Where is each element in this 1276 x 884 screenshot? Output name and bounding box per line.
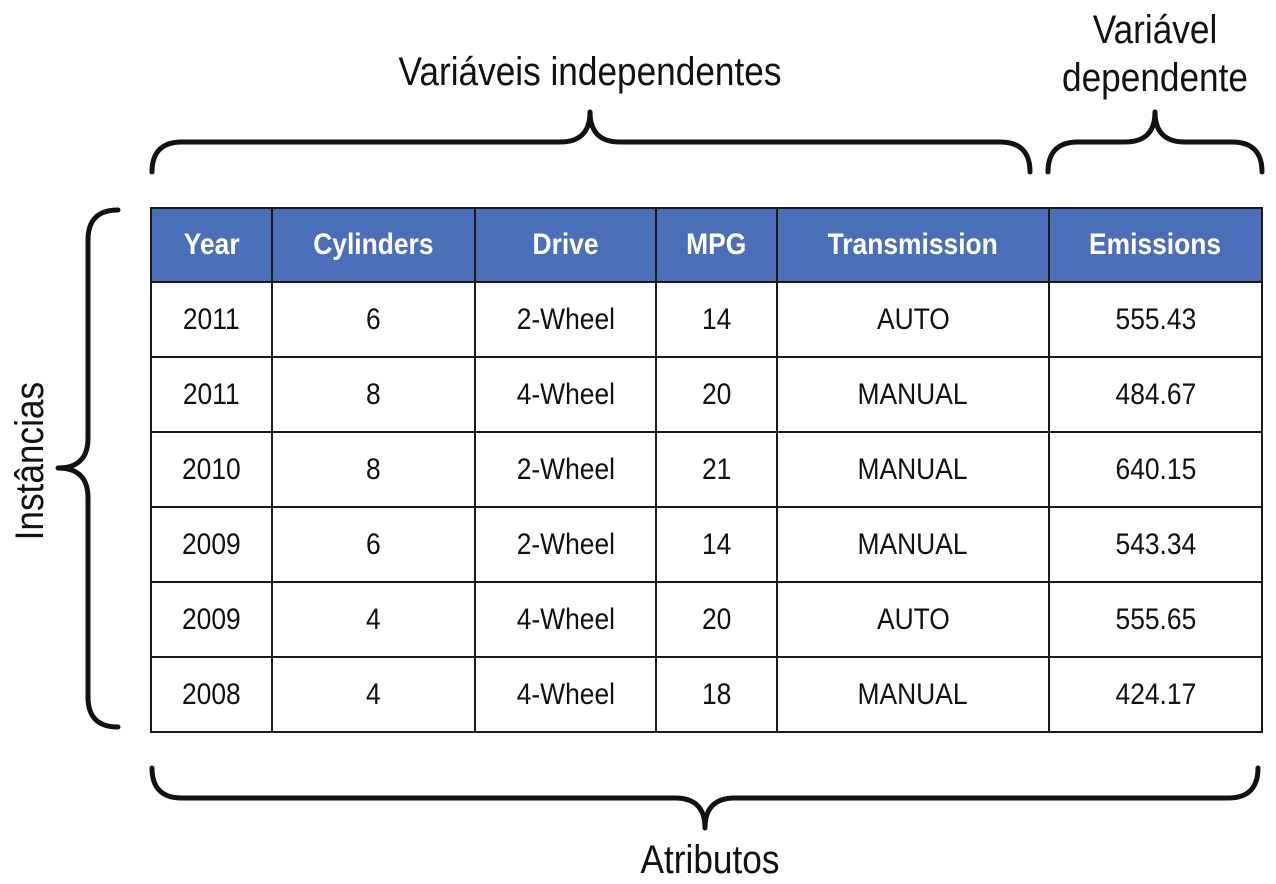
- cell-mpg: 20: [655, 356, 778, 433]
- cell-year: 2011: [150, 356, 273, 433]
- cell-drive: 2-Wheel: [474, 281, 657, 358]
- dependent-variable-brace: [1045, 109, 1265, 175]
- header-cylinders: Cylinders: [271, 207, 476, 283]
- cell-cylinders: 8: [271, 356, 476, 433]
- cell-mpg: 18: [655, 656, 778, 733]
- header-emissions: Emissions: [1048, 207, 1263, 283]
- header-year: Year: [150, 207, 273, 283]
- cell-year: 2011: [150, 281, 273, 358]
- dependent-variable-label-line2: dependente: [1062, 56, 1248, 100]
- cell-drive: 4-Wheel: [474, 356, 657, 433]
- independent-variables-label: Variáveis independentes: [398, 50, 782, 94]
- cell-emissions: 484.67: [1048, 356, 1263, 433]
- cell-cylinders: 6: [271, 506, 476, 583]
- cell-emissions: 640.15: [1048, 431, 1263, 508]
- dependent-variable-label-line1: Variável: [1092, 8, 1218, 52]
- cell-transmission: MANUAL: [776, 656, 1050, 733]
- header-transmission: Transmission: [776, 207, 1050, 283]
- table-row: 2011 8 4-Wheel 20 MANUAL 484.67: [150, 356, 1263, 433]
- cell-emissions: 555.65: [1048, 581, 1263, 658]
- cell-transmission: MANUAL: [776, 356, 1050, 433]
- table-row: 2010 8 2-Wheel 21 MANUAL 640.15: [150, 431, 1263, 508]
- instances-brace: [55, 207, 121, 730]
- attributes-label: Atributos: [640, 838, 780, 882]
- table-row: 2011 6 2-Wheel 14 AUTO 555.43: [150, 281, 1263, 358]
- cell-cylinders: 4: [271, 656, 476, 733]
- cell-emissions: 543.34: [1048, 506, 1263, 583]
- cell-drive: 4-Wheel: [474, 656, 657, 733]
- cell-emissions: 424.17: [1048, 656, 1263, 733]
- cell-emissions: 555.43: [1048, 281, 1263, 358]
- cell-transmission: AUTO: [776, 281, 1050, 358]
- cell-drive: 4-Wheel: [474, 581, 657, 658]
- cell-year: 2009: [150, 506, 273, 583]
- cell-year: 2009: [150, 581, 273, 658]
- cell-cylinders: 6: [271, 281, 476, 358]
- attributes-brace: [149, 765, 1261, 831]
- table-header-row: Year Cylinders Drive MPG Transmission Em…: [150, 207, 1263, 283]
- independent-variables-brace: [149, 109, 1033, 175]
- cell-transmission: MANUAL: [776, 506, 1050, 583]
- cell-mpg: 14: [655, 506, 778, 583]
- cell-mpg: 14: [655, 281, 778, 358]
- cell-mpg: 21: [655, 431, 778, 508]
- cell-drive: 2-Wheel: [474, 431, 657, 508]
- data-table: Year Cylinders Drive MPG Transmission Em…: [150, 207, 1263, 733]
- cell-cylinders: 4: [271, 581, 476, 658]
- table-row: 2009 6 2-Wheel 14 MANUAL 543.34: [150, 506, 1263, 583]
- cell-transmission: MANUAL: [776, 431, 1050, 508]
- header-mpg: MPG: [655, 207, 778, 283]
- table-row: 2008 4 4-Wheel 18 MANUAL 424.17: [150, 656, 1263, 733]
- cell-mpg: 20: [655, 581, 778, 658]
- table-row: 2009 4 4-Wheel 20 AUTO 555.65: [150, 581, 1263, 658]
- cell-year: 2008: [150, 656, 273, 733]
- cell-drive: 2-Wheel: [474, 506, 657, 583]
- header-drive: Drive: [474, 207, 657, 283]
- cell-year: 2010: [150, 431, 273, 508]
- cell-transmission: AUTO: [776, 581, 1050, 658]
- cell-cylinders: 8: [271, 431, 476, 508]
